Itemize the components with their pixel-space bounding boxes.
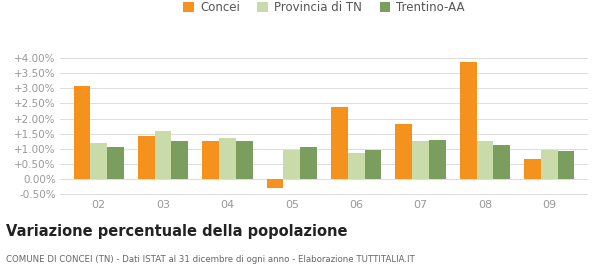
Bar bbox=[74, 86, 90, 179]
Text: COMUNE DI CONCEI (TN) - Dati ISTAT al 31 dicembre di ogni anno - Elaborazione TU: COMUNE DI CONCEI (TN) - Dati ISTAT al 31… bbox=[6, 255, 415, 264]
Bar bbox=[219, 138, 236, 179]
Bar bbox=[365, 150, 382, 179]
Bar bbox=[172, 141, 188, 179]
Bar bbox=[493, 145, 510, 179]
Bar bbox=[541, 150, 558, 179]
Bar bbox=[236, 141, 253, 179]
Text: Variazione percentuale della popolazione: Variazione percentuale della popolazione bbox=[6, 224, 347, 239]
Bar bbox=[460, 62, 476, 179]
Bar bbox=[155, 131, 172, 179]
Bar bbox=[107, 148, 124, 179]
Bar bbox=[412, 141, 429, 179]
Bar bbox=[266, 179, 283, 188]
Legend: Concei, Provincia di TN, Trentino-AA: Concei, Provincia di TN, Trentino-AA bbox=[184, 1, 464, 14]
Bar bbox=[300, 146, 317, 179]
Bar bbox=[90, 143, 107, 179]
Bar bbox=[331, 106, 348, 179]
Bar bbox=[476, 141, 493, 179]
Bar bbox=[558, 151, 574, 179]
Bar bbox=[202, 141, 219, 179]
Bar bbox=[283, 150, 300, 179]
Bar bbox=[138, 136, 155, 179]
Bar bbox=[395, 124, 412, 179]
Bar bbox=[524, 159, 541, 179]
Bar bbox=[429, 141, 446, 179]
Bar bbox=[348, 153, 365, 179]
